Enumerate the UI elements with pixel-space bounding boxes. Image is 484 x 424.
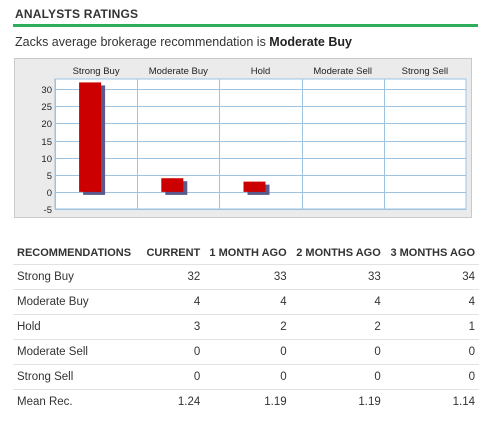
summary-value: Moderate Buy — [269, 35, 352, 49]
column-header: 3 MONTHS AGO — [390, 247, 475, 259]
table-cell: 1.19 — [204, 389, 291, 414]
category-label: Strong Buy — [73, 66, 120, 77]
table-cell: 0 — [142, 364, 205, 390]
table-cell: 0 — [384, 339, 479, 365]
row-label: Strong Sell — [13, 364, 143, 390]
row-label: Moderate Sell — [13, 339, 143, 365]
column-header: 1 MONTH AGO — [209, 247, 287, 259]
table-cell: 0 — [290, 364, 385, 390]
table-cell: 3 — [142, 314, 205, 340]
table-cell: 1.19 — [290, 389, 385, 414]
table-cell: 4 — [384, 289, 479, 315]
column-header: 2 MONTHS AGO — [296, 247, 381, 259]
ratings-chart-svg: 30 25 20 15 10 5 0 -5 Strong Buy Moderate Buy Hold… — [41, 66, 467, 216]
table-row: Mean Rec. 1.24 1.19 1.19 1.14 — [13, 389, 479, 414]
ratings-chart: 30 25 20 15 10 5 0 -5 Strong Buy Moderate Buy Hold… — [14, 58, 472, 218]
table-cell: 0 — [290, 339, 385, 365]
bar — [243, 181, 266, 192]
bar — [79, 82, 102, 192]
table-cell: 4 — [290, 289, 385, 315]
table-row: Strong Sell 0 0 0 0 — [13, 364, 479, 390]
table-cell: 2 — [290, 314, 385, 340]
table-cell: 0 — [384, 364, 479, 390]
summary-text: Zacks average brokerage recommendation i… — [15, 35, 270, 49]
y-tick-label: 25 — [41, 102, 52, 113]
table-cell: 32 — [142, 264, 205, 290]
category-label: Strong Sell — [402, 66, 448, 77]
table-cell: 2 — [204, 314, 291, 340]
row-label: Hold — [13, 314, 143, 340]
table-cell: 33 — [204, 264, 291, 290]
bar — [161, 178, 184, 192]
table-cell: 0 — [204, 364, 291, 390]
y-tick-label: -5 — [44, 205, 52, 216]
row-label: Strong Buy — [13, 264, 143, 290]
category-label: Hold — [251, 66, 271, 77]
y-tick-label: 0 — [47, 188, 52, 199]
table-row: Moderate Buy 4 4 4 4 — [13, 289, 479, 315]
column-header: RECOMMENDATIONS — [17, 247, 132, 259]
row-label: Mean Rec. — [13, 389, 143, 414]
table-cell: 1.24 — [142, 389, 205, 414]
recommendations-table: RECOMMENDATIONS CURRENT 1 MONTH AGO 2 MONTH… — [13, 242, 479, 414]
table-row: Strong Buy 32 33 33 34 — [13, 264, 479, 290]
y-tick-label: 20 — [41, 119, 52, 130]
table-cell: 0 — [142, 339, 205, 365]
table-cell: 34 — [384, 264, 479, 290]
recommendation-summary: Zacks average brokerage recommendation i… — [15, 35, 352, 49]
y-tick-label: 5 — [47, 171, 52, 182]
section-divider — [13, 24, 478, 27]
category-label: Moderate Buy — [149, 66, 208, 77]
category-label: Moderate Sell — [313, 66, 372, 77]
table-cell: 33 — [290, 264, 385, 290]
row-label: Moderate Buy — [13, 289, 143, 315]
y-tick-label: 15 — [41, 137, 52, 148]
table-cell: 0 — [204, 339, 291, 365]
table-cell: 1 — [384, 314, 479, 340]
column-header: CURRENT — [146, 247, 201, 259]
table-row: Moderate Sell 0 0 0 0 — [13, 339, 479, 365]
table-cell: 1.14 — [384, 389, 479, 414]
table-header-row: RECOMMENDATIONS CURRENT 1 MONTH AGO 2 MONTH… — [13, 242, 479, 265]
y-tick-label: 10 — [41, 154, 52, 165]
table-cell: 4 — [142, 289, 205, 315]
table-row: Hold 3 2 2 1 — [13, 314, 479, 340]
table-cell: 4 — [204, 289, 291, 315]
y-tick-label: 30 — [41, 85, 52, 96]
section-title: ANALYSTS RATINGS — [15, 7, 139, 21]
